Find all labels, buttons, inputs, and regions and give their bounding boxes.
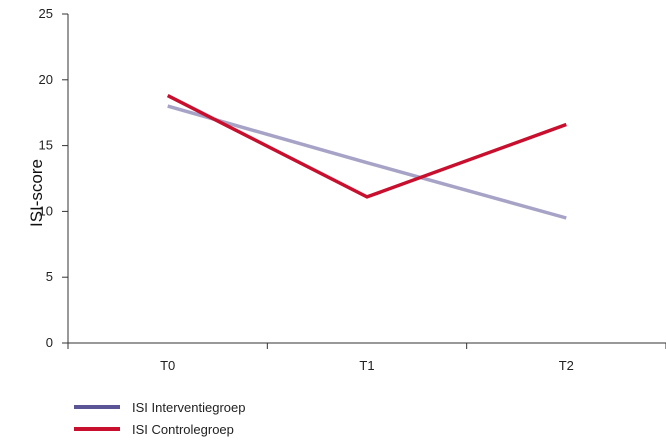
series-line-controlegroep bbox=[166, 94, 567, 199]
x-axis: T0 T1 T2 bbox=[67, 342, 666, 373]
y-tick-label: 20 bbox=[39, 72, 53, 87]
legend-item-interventiegroep: ISI Interventiegroep bbox=[74, 396, 245, 418]
y-tick-label: 15 bbox=[39, 138, 53, 153]
x-tick-label: T0 bbox=[160, 358, 175, 373]
y-tick-label: 10 bbox=[39, 203, 53, 218]
legend-item-controlegroep: ISI Controlegroep bbox=[74, 418, 245, 440]
legend-swatch-controlegroep bbox=[74, 427, 120, 431]
series-layer bbox=[166, 94, 567, 220]
x-tick-label: T2 bbox=[559, 358, 574, 373]
y-tick-label: 25 bbox=[39, 6, 53, 21]
y-axis: 0 5 10 15 20 25 bbox=[39, 6, 69, 350]
x-tick-label: T1 bbox=[359, 358, 374, 373]
y-axis-title: ISI-score bbox=[27, 159, 46, 227]
legend-label-interventiegroep: ISI Interventiegroep bbox=[132, 399, 246, 415]
series-line-interventiegroep bbox=[167, 104, 567, 220]
y-tick-label: 5 bbox=[46, 269, 53, 284]
legend-swatch-interventiegroep bbox=[74, 405, 120, 409]
legend: ISI Interventiegroep ISI Controlegroep bbox=[74, 396, 245, 440]
legend-label-controlegroep: ISI Controlegroep bbox=[132, 421, 234, 437]
y-tick-label: 0 bbox=[46, 335, 53, 350]
